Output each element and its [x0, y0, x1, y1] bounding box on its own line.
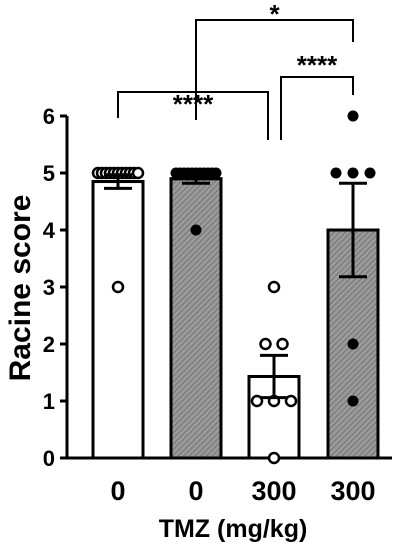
significance-label: * — [269, 0, 280, 29]
y-tick-label: 2 — [43, 332, 55, 357]
y-tick-label: 0 — [43, 446, 55, 471]
significance-bracket — [280, 76, 354, 140]
data-point — [267, 280, 281, 294]
data-point — [111, 280, 125, 294]
data-point — [131, 166, 145, 180]
data-point — [210, 167, 222, 179]
x-axis-title: TMZ (mg/kg) — [159, 515, 308, 543]
data-point — [250, 394, 264, 408]
data-point — [276, 337, 289, 351]
significance-label: **** — [173, 89, 214, 119]
data-point — [190, 224, 202, 236]
data-point — [364, 167, 376, 179]
y-tick-label: 3 — [43, 275, 55, 300]
y-axis-title: Racine score — [4, 195, 37, 382]
data-point — [259, 337, 272, 351]
bar — [91, 180, 145, 460]
data-point — [347, 338, 359, 350]
data-point — [347, 110, 359, 122]
x-tick-label: 0 — [110, 476, 125, 506]
y-tick-label: 1 — [43, 389, 55, 414]
data-point — [347, 167, 359, 179]
data-point — [347, 395, 359, 407]
data-point — [330, 167, 342, 179]
x-tick-label: 0 — [188, 476, 203, 506]
bar — [169, 177, 223, 460]
y-tick-label: 6 — [43, 104, 55, 129]
x-tick-label: 300 — [251, 476, 296, 506]
data-point — [267, 451, 281, 465]
data-point — [284, 394, 298, 408]
significance-label: **** — [297, 50, 338, 80]
significance-bracket — [117, 91, 269, 140]
x-tick-label: 300 — [330, 476, 375, 506]
significance-bracket — [195, 19, 354, 120]
y-tick-label: 4 — [43, 218, 56, 243]
y-tick-label: 5 — [43, 161, 55, 186]
